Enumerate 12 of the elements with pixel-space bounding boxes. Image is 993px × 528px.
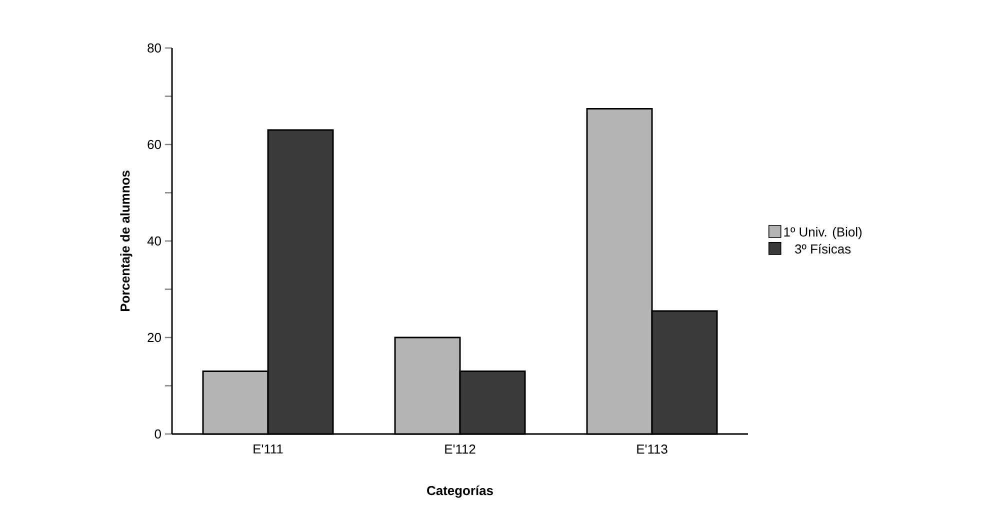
legend-label: 3º Físicas: [795, 244, 851, 254]
x-tick-label: E'113: [637, 444, 668, 454]
y-tick-label: 40: [147, 236, 161, 246]
y-axis-title: Porcentaje de alumnos: [120, 170, 132, 312]
y-tick-label: 60: [148, 140, 161, 150]
legend-label: 1º Univ. (Biol): [784, 227, 862, 240]
y-tick-label: 0: [154, 429, 161, 439]
y-tick-label: 80: [148, 43, 161, 53]
x-tick-label: E'112: [445, 444, 476, 454]
x-axis-title: Categorías: [427, 486, 493, 498]
x-tick-label: E'111: [254, 444, 283, 454]
y-tick-label: 20: [148, 332, 161, 342]
